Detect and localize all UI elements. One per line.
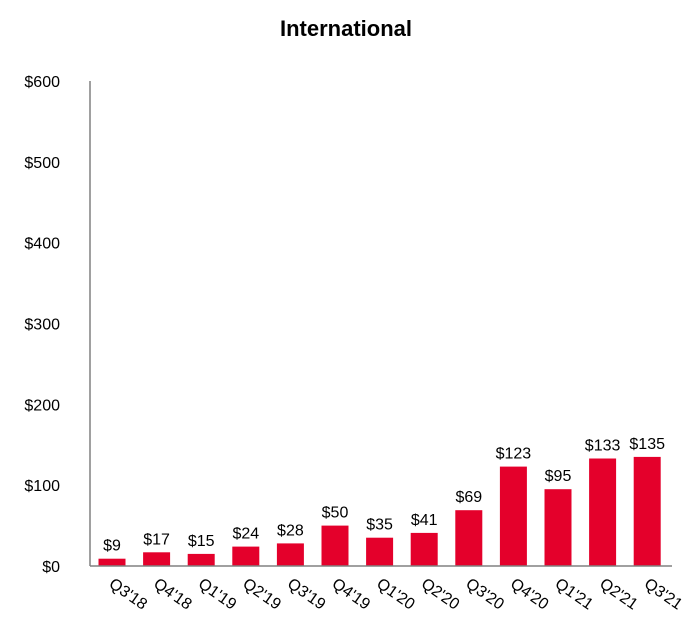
bar — [544, 489, 572, 566]
bar — [143, 552, 171, 566]
data-label: $9 — [103, 538, 121, 555]
y-tick-label: $500 — [24, 155, 60, 172]
bar — [366, 537, 394, 566]
data-label: $123 — [496, 446, 532, 463]
bar — [187, 553, 215, 566]
bars — [98, 456, 661, 566]
x-axis-labels: Q3'18 Q4'18 Q1'19 Q2'19 Q3'19 Q4'19 Q1'20 Q2'20… — [106, 575, 686, 613]
data-label: $95 — [545, 468, 572, 485]
data-label: $133 — [585, 438, 621, 455]
data-label: $35 — [366, 517, 393, 534]
x-tick-label: Q4'19 — [329, 575, 373, 613]
x-tick-label: Q4'20 — [507, 575, 551, 613]
x-tick-label: Q3'18 — [106, 575, 150, 613]
data-label: $17 — [143, 531, 170, 548]
x-tick-label: Q3'19 — [284, 575, 328, 613]
bar — [276, 543, 304, 566]
data-label: $41 — [411, 512, 438, 529]
data-label: $15 — [188, 533, 215, 550]
data-labels: $9 $17 $15 $24 $28 $50 $35 $41 $69 $123 $95 $133 $13… — [103, 436, 665, 555]
x-tick-label: Q2'19 — [240, 575, 284, 613]
data-label: $24 — [232, 526, 259, 543]
data-label: $28 — [277, 522, 304, 539]
data-label: $135 — [629, 436, 665, 453]
x-tick-label: Q1'19 — [195, 575, 239, 613]
bar — [499, 466, 527, 566]
data-label: $50 — [322, 505, 349, 522]
x-tick-label: Q4'18 — [150, 575, 194, 613]
y-tick-label: $200 — [24, 397, 60, 414]
y-tick-label: $300 — [24, 317, 60, 334]
bar — [633, 456, 661, 566]
y-axis: $0 $100 $200 $300 $400 $500 $600 — [24, 74, 60, 576]
chart-title: International — [279, 16, 412, 41]
bar — [98, 558, 126, 566]
bar — [321, 525, 349, 566]
data-label: $69 — [455, 489, 482, 506]
bar — [589, 458, 617, 566]
y-tick-label: $400 — [24, 236, 60, 253]
x-tick-label: Q1'20 — [373, 575, 417, 613]
x-tick-label: Q3'21 — [641, 575, 685, 613]
bar — [232, 546, 260, 566]
bar — [455, 510, 483, 566]
y-tick-label: $100 — [24, 478, 60, 495]
x-tick-label: Q2'21 — [596, 575, 640, 613]
x-tick-label: Q2'20 — [418, 575, 462, 613]
bar — [410, 532, 438, 566]
axis-lines — [89, 81, 672, 567]
y-tick-label: $600 — [24, 74, 60, 91]
y-tick-label: $0 — [42, 559, 60, 576]
x-tick-label: Q3'20 — [463, 575, 507, 613]
x-tick-label: Q1'21 — [552, 575, 596, 613]
